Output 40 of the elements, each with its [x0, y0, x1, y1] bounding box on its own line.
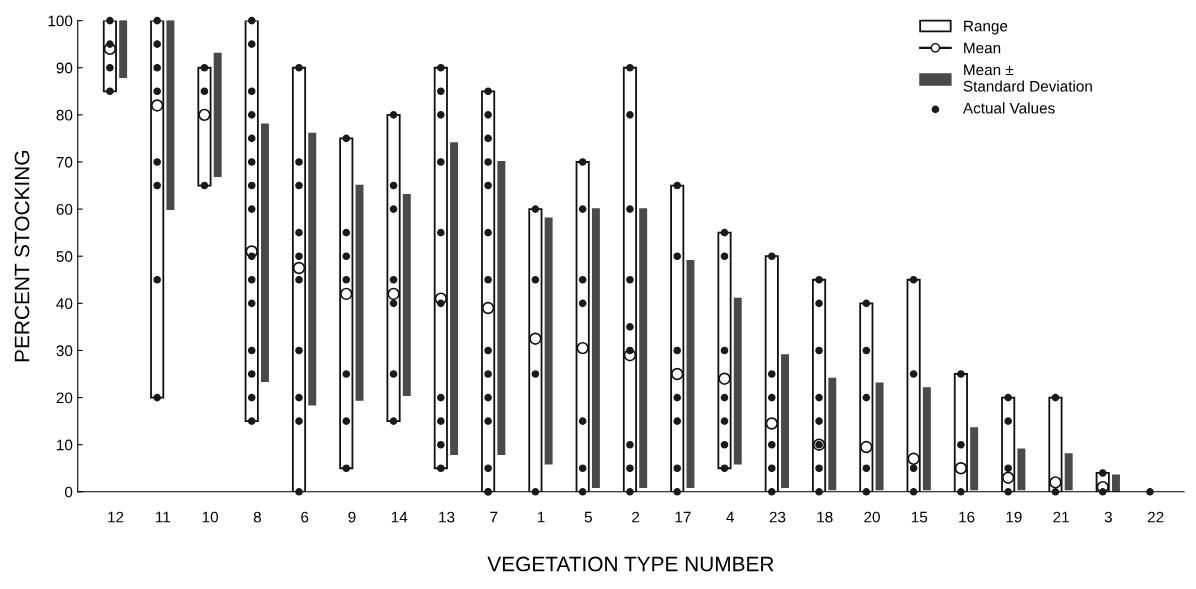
y-tick-label: 100: [48, 15, 73, 27]
y-tick-label: 10: [57, 439, 73, 451]
legend-label: Mean ± Standard Deviation: [963, 64, 1092, 92]
x-tick-label: 17: [675, 511, 691, 523]
y-tick-label: 90: [56, 62, 73, 74]
x-tick-label: 21: [1053, 511, 1069, 523]
legend-label: Range: [964, 20, 1008, 35]
x-tick-label: 4: [726, 511, 734, 523]
x-tick-label: 18: [817, 511, 833, 523]
y-tick-label: 80: [56, 109, 73, 121]
y-axis-title: PERCENT STOCKING: [14, 151, 30, 362]
x-tick-label: 6: [301, 511, 309, 523]
x-tick-label: 22: [1147, 511, 1164, 523]
x-tick-label: 3: [1104, 511, 1112, 523]
legend-label: Actual Values: [962, 102, 1055, 114]
x-tick-label: 12: [108, 511, 124, 523]
x-tick-label: 2: [632, 511, 640, 523]
x-tick-label: 10: [202, 511, 219, 523]
x-tick-label: 8: [253, 511, 261, 523]
x-tick-label: 23: [769, 511, 786, 523]
x-tick-label: 7: [490, 511, 498, 523]
x-tick-label: 16: [959, 511, 975, 523]
legend-label: Mean: [964, 42, 1001, 54]
x-tick-label: 20: [864, 511, 880, 523]
x-tick-label: 1: [537, 511, 545, 523]
x-tick-label: 15: [911, 511, 928, 523]
x-tick-label: 19: [1006, 511, 1022, 523]
x-tick-label: 9: [348, 511, 356, 523]
y-tick-label: 20: [56, 392, 73, 404]
x-tick-label: 5: [584, 511, 592, 523]
x-axis-title: VEGETATION TYPE NUMBER: [487, 556, 774, 572]
y-tick-label: 30: [56, 345, 73, 357]
y-tick-label: 40: [56, 298, 73, 310]
x-tick-label: 13: [439, 511, 455, 523]
y-tick-label: 60: [56, 203, 73, 215]
y-tick-label: 0: [64, 486, 73, 498]
y-tick-label: 50: [56, 251, 73, 262]
x-tick-label: 11: [156, 511, 171, 523]
y-tick-label: 70: [56, 156, 73, 168]
x-tick-label: 14: [391, 511, 408, 523]
